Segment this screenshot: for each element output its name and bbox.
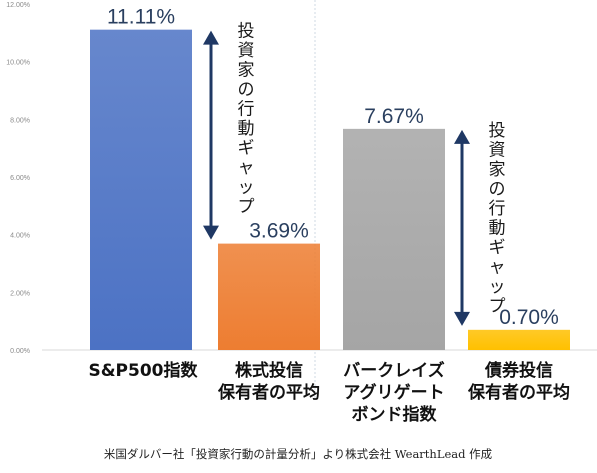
y-axis: 0.00% 2.00% 4.00% 6.00% 8.00% 10.00% 12.00% (6, 2, 30, 355)
category-labels: S&P500指数 株式投信保有者の平均バークレイズアグリゲートボンド指数債券投信保… (88, 360, 570, 425)
y-tick-label: 10.00% (6, 60, 30, 67)
category-label: 株式投信保有者の平均 (217, 360, 320, 403)
value-label: 7.67% (364, 105, 424, 128)
bars (90, 29, 570, 350)
y-tick-label: 0.00% (10, 348, 30, 355)
y-tick-label: 4.00% (10, 233, 30, 240)
category-label: 債券投信保有者の平均 (467, 360, 570, 403)
y-tick-label: 8.00% (10, 117, 30, 124)
y-tick-label: 6.00% (10, 175, 30, 182)
source-footnote: 米国ダルバー社「投資家行動の計量分析」より株式会社 WearthLead 作成 (104, 447, 493, 461)
y-tick-label: 12.00% (6, 2, 30, 9)
value-label: 3.69% (249, 220, 309, 243)
category-label: バークレイズアグリゲートボンド指数 (343, 360, 445, 425)
gap-arrow (454, 129, 470, 326)
value-label: 0.70% (499, 306, 559, 329)
value-labels: 11.11% 3.69% 7.67% 0.70% (107, 6, 559, 329)
gap-label: 投資家の行動ギャップ (238, 22, 255, 218)
category-label: S&P500指数 (88, 360, 198, 381)
value-label: 11.11% (107, 6, 175, 29)
bar (218, 243, 320, 350)
gap-arrow (203, 30, 219, 240)
bar (343, 128, 445, 350)
gap-label: 投資家の行動ギャップ (489, 121, 506, 317)
bar (90, 29, 192, 350)
bar (468, 329, 570, 350)
y-tick-label: 2.00% (10, 290, 30, 297)
